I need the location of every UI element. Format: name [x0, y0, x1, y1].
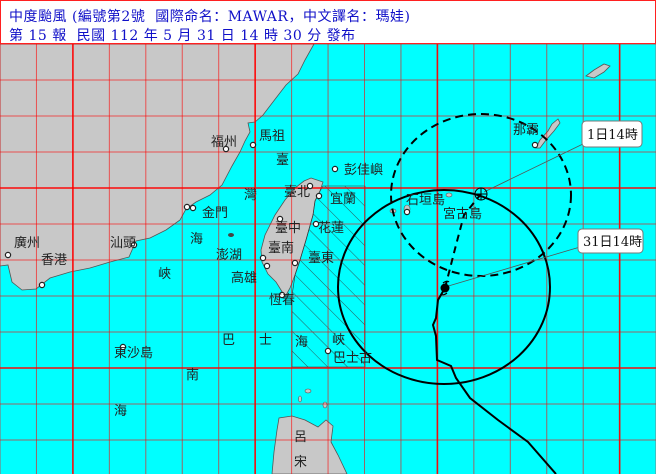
label-strait-3: 海: [190, 232, 203, 247]
label-basco: 巴士古: [333, 351, 372, 366]
label-guangzhou: 廣州: [14, 236, 40, 251]
place-labels: 福州 馬祖 彭佳嶼 臺北 宜蘭 金門 臺中 花蓮 澎湖 臺南 臺東 高雄 恆春 …: [14, 123, 539, 470]
amami-island: [585, 63, 611, 79]
city-markers: [4, 141, 539, 355]
islet: [304, 388, 312, 394]
typhoon-forecast-position-icon: [474, 187, 488, 201]
label-strait-2: 灣: [244, 188, 257, 203]
label-strait-4: 峽: [158, 267, 171, 282]
lat-lon-grid: [0, 44, 656, 474]
okinawa-island: [535, 118, 561, 149]
city-marker-icon: [38, 281, 46, 289]
city-marker-icon: [222, 145, 230, 153]
label-forecast-time: 1日14時: [581, 120, 643, 148]
city-marker-icon: [189, 204, 197, 212]
label-fuzhou: 福州: [211, 135, 237, 150]
label-current-time: 31日14時: [577, 228, 644, 254]
label-dongsha: 東沙島: [114, 345, 153, 361]
label-pengjia: 彭佳嶼: [344, 163, 383, 178]
past-track: [431, 287, 557, 474]
label-strait-1: 臺: [276, 153, 289, 168]
city-marker-icon: [331, 165, 339, 173]
label-ishigaki: 石垣島: [406, 193, 445, 208]
label-bashi-2: 士: [259, 333, 272, 348]
label-scs-2: 海: [114, 404, 127, 419]
city-marker-icon: [312, 220, 320, 228]
forecast-track: [444, 193, 482, 289]
city-marker-icon: [249, 141, 257, 149]
city-marker-icon: [291, 259, 299, 267]
city-marker-icon: [315, 192, 323, 200]
leader-forecast: [483, 142, 586, 193]
city-marker-icon: [278, 291, 286, 299]
label-matsu: 馬祖: [259, 129, 285, 144]
city-marker-icon: [263, 262, 271, 270]
typhoon-current-position-icon: [440, 280, 450, 296]
city-marker-icon: [119, 343, 127, 351]
label-yilan: 宜蘭: [330, 191, 356, 207]
label-scs-1: 南: [186, 367, 199, 383]
bulletin-issue-info: 第 15 報 民國 112 年 5 月 31 日 14 時 30 分 發布: [9, 28, 356, 44]
label-naha: 那霸: [513, 123, 539, 138]
label-luzon-1: 呂: [294, 430, 307, 445]
label-hongkong: 香港: [41, 253, 67, 268]
city-marker-icon: [183, 203, 191, 211]
label-luzon-2: 宋: [294, 455, 307, 470]
label-bashi-4: 峽: [332, 333, 345, 348]
islet: [322, 401, 328, 409]
label-taipei: 臺北: [284, 185, 310, 200]
label-shantou: 汕頭: [110, 236, 136, 251]
city-marker-icon: [403, 208, 411, 216]
bulletin-title: 中度颱風 (編號第2號 國際命名：MAWAR，中文譯名：瑪娃): [9, 9, 411, 25]
penghu-islands: [228, 233, 234, 237]
label-taichung: 臺中: [275, 221, 301, 236]
label-bashi-3: 海: [295, 335, 308, 350]
islet: [298, 395, 302, 403]
city-marker-icon: [130, 241, 138, 249]
city-marker-icon: [276, 215, 284, 223]
label-kaohsiung: 高雄: [231, 270, 257, 286]
leader-current: [444, 246, 581, 288]
city-marker-icon: [324, 347, 332, 355]
china-mainland: [0, 43, 315, 291]
svg-text:1日14時: 1日14時: [587, 128, 638, 143]
svg-text:31日14時: 31日14時: [583, 235, 642, 250]
label-hengchun: 恆春: [269, 293, 295, 308]
label-kinmen: 金門: [202, 205, 228, 221]
current-storm-radius: [337, 189, 551, 385]
label-penghu: 澎湖: [216, 248, 242, 263]
city-marker-icon: [531, 141, 539, 149]
city-marker-icon: [4, 251, 12, 259]
label-tainan: 臺南: [268, 240, 294, 256]
bulletin-header: 中度颱風 (編號第2號 國際命名：MAWAR，中文譯名：瑪娃) 第 15 報 民…: [0, 0, 656, 44]
city-marker-icon: [306, 182, 314, 190]
city-marker-icon: [259, 254, 267, 262]
label-hualien: 花蓮: [318, 220, 344, 236]
label-miyako: 宮古島: [443, 206, 482, 222]
label-bashi-1: 巴: [222, 333, 235, 348]
miyako-island: [445, 192, 453, 198]
label-taitung: 臺東: [308, 250, 334, 266]
